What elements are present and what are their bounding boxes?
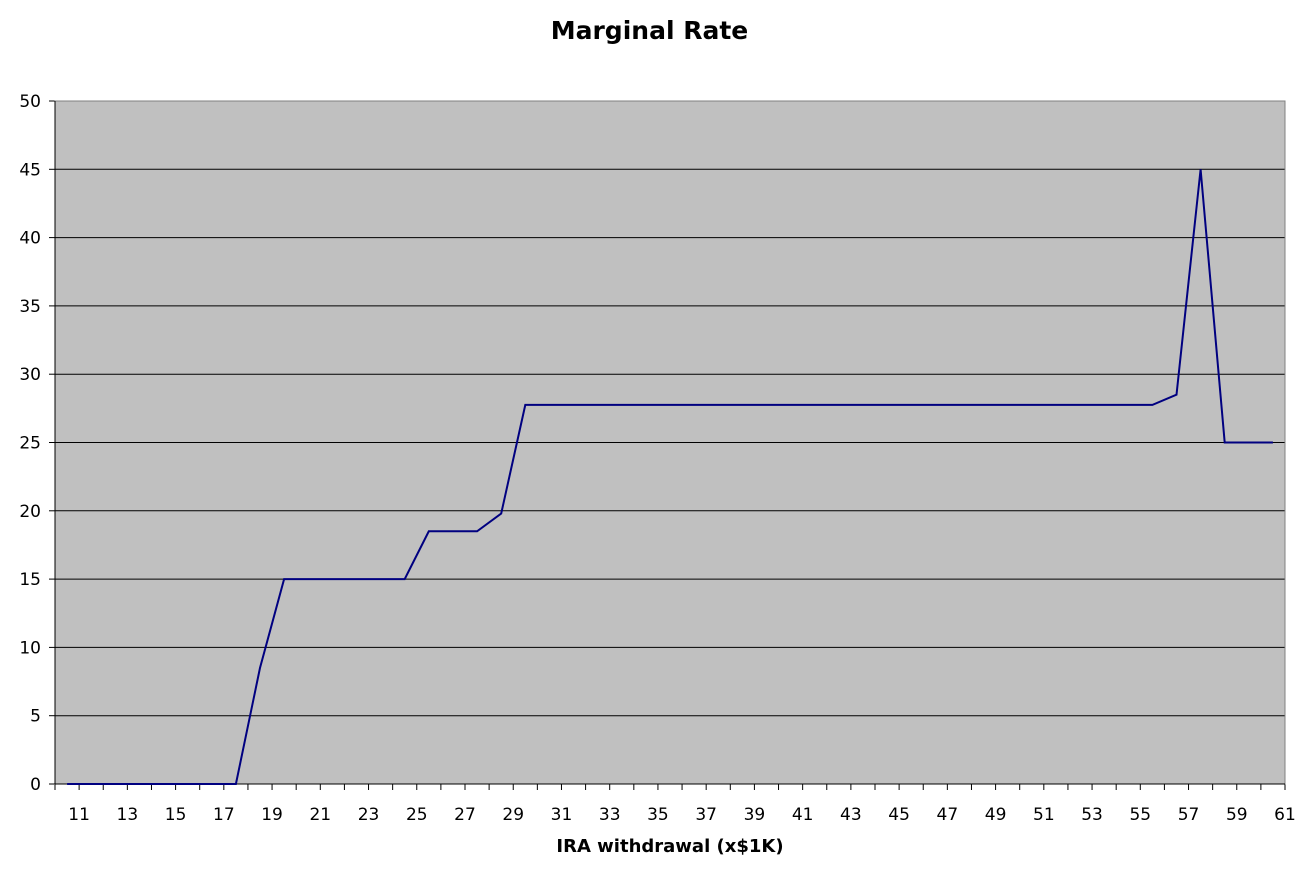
x-tick-label: 49: [985, 805, 1007, 825]
x-tick-label: 11: [68, 805, 90, 825]
x-tick-label: 57: [1178, 805, 1200, 825]
x-tick-label: 33: [599, 805, 621, 825]
x-tick-label: 55: [1129, 805, 1151, 825]
x-tick-label: 39: [744, 805, 766, 825]
y-tick-label: 35: [19, 297, 41, 317]
series-line: [67, 169, 1273, 785]
x-tick-label: 51: [1033, 805, 1055, 825]
x-tick-label: 15: [165, 805, 187, 825]
x-tick-label: 23: [358, 805, 380, 825]
y-tick-label: 45: [19, 160, 41, 180]
x-tick-label: 17: [213, 805, 235, 825]
x-tick-label: 29: [502, 805, 524, 825]
x-tick-label: 21: [309, 805, 331, 825]
x-tick-label: 41: [792, 805, 814, 825]
y-tick-label: 40: [19, 229, 41, 249]
y-tick-label: 25: [19, 434, 41, 454]
x-tick-label: 31: [551, 805, 573, 825]
x-tick-label: 45: [888, 805, 910, 825]
x-tick-label: 43: [840, 805, 862, 825]
y-tick-label: 10: [19, 638, 41, 658]
y-tick-label: 5: [30, 707, 41, 727]
series-group: [67, 169, 1273, 785]
x-tick-label: 37: [695, 805, 717, 825]
chart-title: Marginal Rate: [550, 16, 749, 45]
x-tick-label: 61: [1274, 805, 1296, 825]
x-tick-label: 13: [117, 805, 139, 825]
y-tick-label: 30: [19, 365, 41, 385]
x-tick-label: 35: [647, 805, 669, 825]
y-tick-label: 15: [19, 570, 41, 590]
grid-lines: [55, 168, 1285, 717]
x-tick-label: 19: [261, 805, 283, 825]
y-tick-label: 50: [19, 92, 41, 112]
x-tick-label: 25: [406, 805, 428, 825]
y-tick-label: 20: [19, 502, 41, 522]
x-tick-label: 59: [1226, 805, 1248, 825]
x-axis-ticks: 11 13 15 17 19 21 23 25 27 29 31 33 35 37 39 41 43 45 47 49…: [54, 784, 1296, 825]
y-axis-ticks: 0 5 10 15 20 25 30 35 40 45 50: [19, 92, 55, 795]
x-tick-label: 27: [454, 805, 476, 825]
y-tick-label: 0: [30, 775, 41, 795]
x-tick-label: 53: [1081, 805, 1103, 825]
x-axis-title: IRA withdrawal (x$1K): [556, 836, 783, 857]
x-tick-label: 47: [937, 805, 959, 825]
